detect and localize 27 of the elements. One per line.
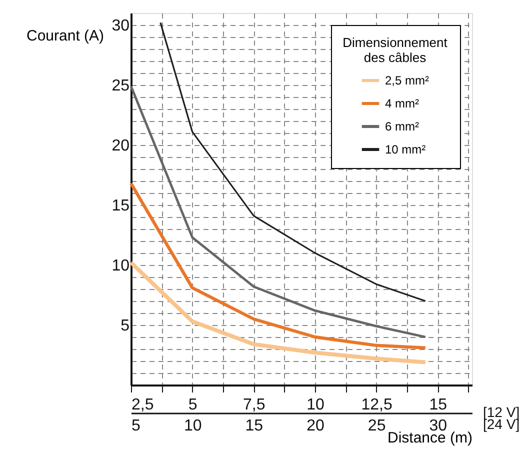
x2-tick-label: 10: [184, 418, 202, 434]
line-series: [129, 260, 428, 364]
legend-label: 6 mm²: [385, 120, 419, 134]
y-tick-label: 30: [112, 18, 130, 34]
line-series: [130, 85, 427, 338]
legend-label: 2,5 mm²: [385, 74, 430, 88]
x-tick-label: 10: [306, 396, 324, 414]
x-tick-label: 12,5: [361, 396, 392, 414]
legend-label: 10 mm²: [385, 142, 426, 156]
text: [12 V]: [483, 404, 520, 420]
y-tick-label: 20: [112, 138, 130, 154]
legend-title: Dimensionnement des câbles: [342, 35, 448, 65]
x2-tick-label: 25: [368, 418, 386, 434]
y-tick-label: 15: [112, 198, 130, 214]
x-tick-label: 5: [188, 396, 198, 414]
y-tick-label: 25: [112, 78, 130, 94]
x2-tick-label: 15: [245, 418, 264, 434]
x-tick-label: 15: [429, 396, 448, 414]
x-tick-label: 2,5: [132, 396, 154, 414]
x2-tick-label: 20: [306, 418, 324, 434]
x2-tick-label: 5: [132, 418, 140, 434]
y-tick-label: 10: [112, 258, 130, 274]
y-axis-title: Courant (A): [26, 28, 104, 44]
legend-label: 4 mm²: [385, 96, 419, 110]
line-series: [129, 182, 427, 350]
y-tick-label: 5: [120, 318, 130, 334]
x-tick-label: 7,5: [243, 396, 266, 414]
